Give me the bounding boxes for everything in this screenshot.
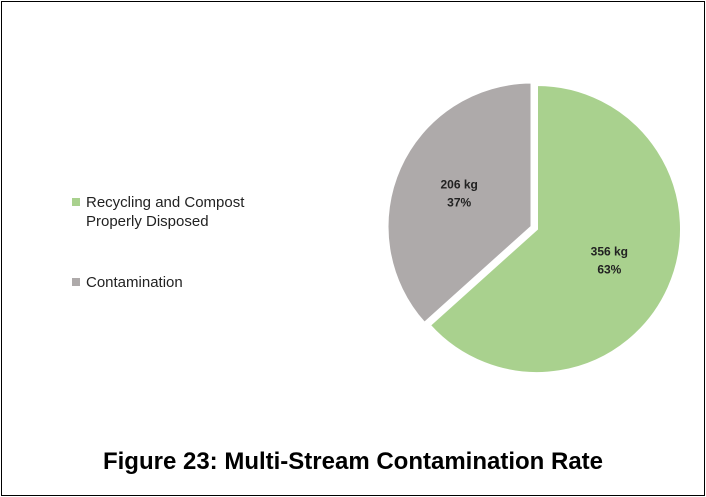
- pie-slice: [386, 81, 533, 325]
- value-label: 356 kg: [591, 244, 628, 258]
- chart-title: Figure 23: Multi-Stream Contamination Ra…: [102, 448, 604, 475]
- legend-label: Contamination: [86, 274, 183, 291]
- percentage-label: 63%: [597, 262, 621, 276]
- percentage-label: 37%: [447, 195, 471, 209]
- pie-slice: [428, 83, 682, 374]
- legend-swatch: [72, 198, 80, 206]
- legend-swatch: [72, 278, 80, 286]
- value-label: 206 kg: [440, 177, 477, 191]
- legend-label: Recycling and Compost Properly Disposed: [86, 194, 245, 230]
- legend-item: Recycling and Compost Properly Disposed: [72, 193, 271, 231]
- legend-item: Contamination: [72, 273, 271, 292]
